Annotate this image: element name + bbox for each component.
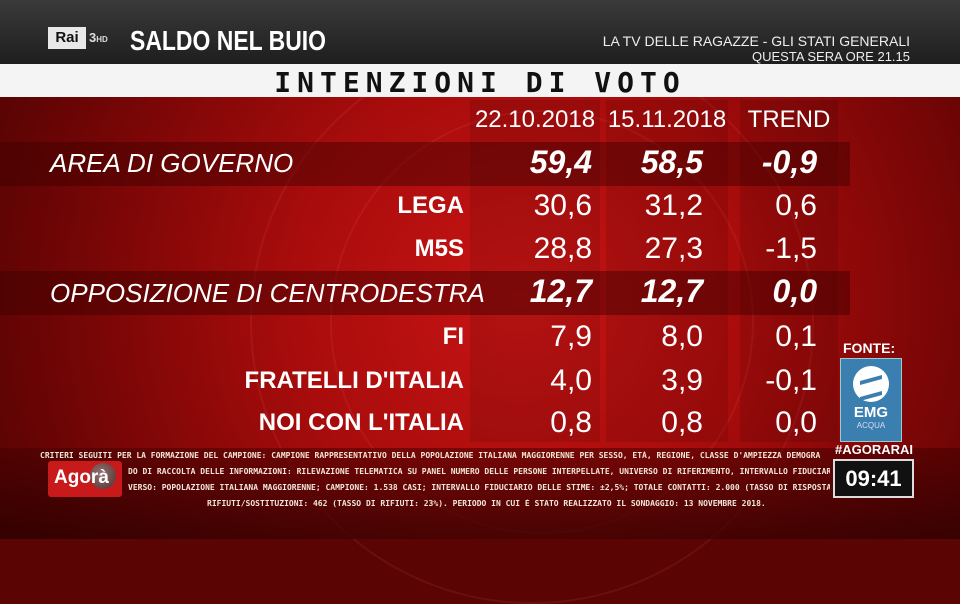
row-label-fi: FI (442, 323, 464, 350)
value-cell: 8,0 (661, 320, 703, 353)
value-cell: 12,7 (640, 273, 703, 309)
channel-hd-text: HD (96, 35, 108, 44)
table-title: INTENZIONI DI VOTO (274, 66, 686, 99)
show-logo: Agorà (48, 461, 122, 497)
column-header-date-2: 15.11.2018 (607, 106, 727, 133)
show-logo-text: Agorà (54, 467, 109, 488)
clock: 09:41 (833, 459, 914, 498)
group-row-band (0, 142, 850, 186)
source-label: FONTE: (843, 340, 896, 356)
column-shade (606, 100, 728, 442)
methodology-note: DO DI RACCOLTA DELLE INFORMAZIONI: RILEV… (128, 467, 830, 476)
promo-line-1: LA TV DELLE RAGAZZE - GLI STATI GENERALI (602, 33, 910, 49)
value-cell: 28,8 (533, 232, 592, 265)
promo-line-2: QUESTA SERA ORE 21.15 (752, 49, 910, 64)
methodology-note: VERSO: POPOLAZIONE ITALIANA MAGGIORENNE;… (128, 483, 830, 492)
hashtag: #AGORARAI (835, 442, 914, 457)
column-header-date-1: 22.10.2018 (474, 106, 596, 133)
row-label-noi-con-l-italia: NOI CON L'ITALIA (258, 409, 464, 436)
value-cell: 0,8 (550, 406, 592, 439)
methodology-strip (0, 448, 960, 539)
value-cell: -0,1 (765, 364, 817, 397)
emg-logo-icon (853, 366, 889, 402)
methodology-note: CRITERI SEGUITI PER LA FORMAZIONE DEL CA… (40, 451, 821, 460)
value-cell: 3,9 (661, 364, 703, 397)
row-label-fratelli-d-italia: FRATELLI D'ITALIA (244, 367, 464, 394)
column-shade (470, 100, 600, 442)
source-logo: EMG ACQUA (840, 358, 902, 442)
value-cell: 0,6 (775, 189, 817, 222)
column-header-trend: TREND (747, 106, 831, 133)
value-cell: 0,8 (661, 406, 703, 439)
value-cell: 27,3 (644, 232, 703, 265)
row-label-area-di-governo: AREA DI GOVERNO (50, 148, 294, 178)
group-row-band (0, 271, 850, 315)
show-logo-globe-icon (90, 463, 116, 489)
value-cell: 31,2 (644, 189, 703, 222)
table-title-bar: INTENZIONI DI VOTO (0, 64, 960, 99)
value-cell: 12,7 (529, 273, 592, 309)
value-cell: 30,6 (533, 189, 592, 222)
value-cell: -0,9 (761, 144, 817, 180)
source-sub: ACQUA (856, 421, 886, 430)
value-cell: 59,4 (529, 144, 592, 180)
channel-logo: Rai (48, 27, 86, 49)
top-bar: Rai 3HD SALDO NEL BUIO LA TV DELLE RAGAZ… (0, 0, 960, 64)
value-cell: -1,5 (765, 232, 817, 265)
row-label-m5s: M5S (414, 235, 464, 262)
channel-logo-text: Rai (55, 29, 79, 46)
value-cell: 0,0 (772, 273, 817, 309)
channel-number-text: 3 (89, 30, 97, 45)
row-label-lega: LEGA (397, 192, 464, 219)
value-cell: 0,1 (775, 320, 817, 353)
row-label-opposizione-di-centrodestra: OPPOSIZIONE DI CENTRODESTRA (50, 278, 485, 308)
value-cell: 4,0 (550, 364, 592, 397)
value-cell: 7,9 (550, 320, 592, 353)
channel-number: 3HD (89, 30, 108, 45)
value-cell: 0,0 (775, 406, 817, 439)
source-name: EMG (853, 404, 889, 421)
program-title: SALDO NEL BUIO (130, 25, 327, 56)
methodology-note: RIFIUTI/SOSTITUZIONI: 462 (TASSO DI RIFI… (207, 499, 766, 508)
column-shade (740, 100, 838, 442)
value-cell: 58,5 (640, 144, 703, 180)
